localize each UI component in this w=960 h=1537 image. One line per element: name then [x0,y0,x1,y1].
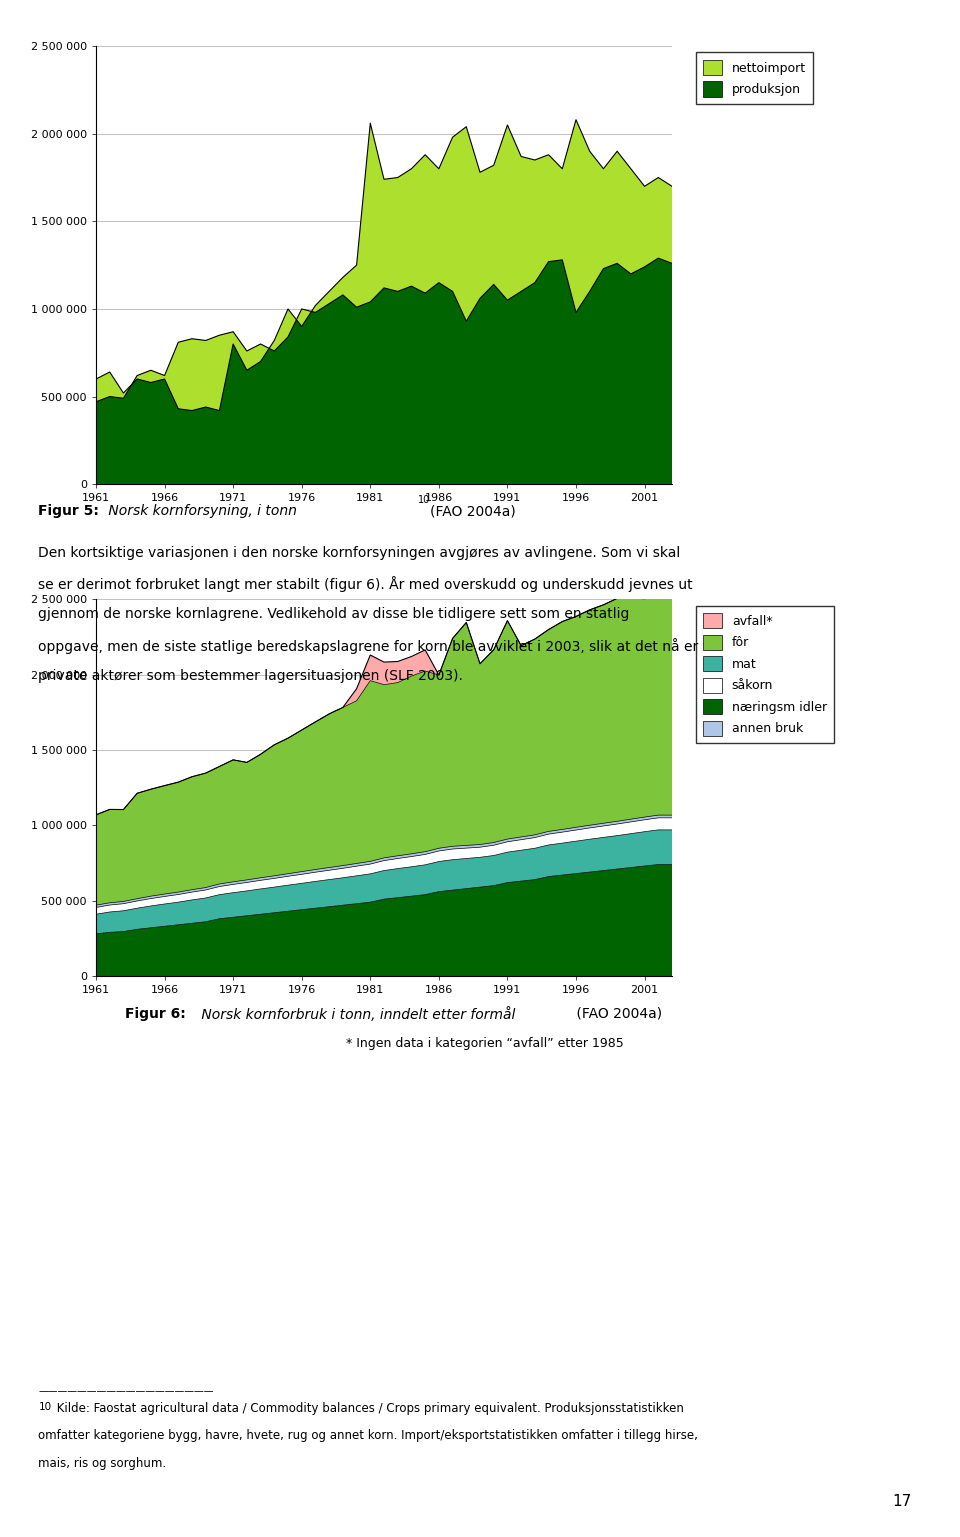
Text: Kilde: Faostat agricultural data / Commodity balances / Crops primary equivalent: Kilde: Faostat agricultural data / Commo… [53,1402,684,1414]
Text: (FAO 2004a): (FAO 2004a) [572,1007,662,1021]
Text: private aktører som bestemmer lagersituasjonen (SLF 2003).: private aktører som bestemmer lagersitua… [38,669,464,682]
Text: mais, ris og sorghum.: mais, ris og sorghum. [38,1457,166,1469]
Text: * Ingen data i kategorien “avfall” etter 1985: * Ingen data i kategorien “avfall” etter… [346,1037,623,1050]
Text: (FAO 2004a): (FAO 2004a) [430,504,516,518]
Text: Figur 5:: Figur 5: [38,504,99,518]
Text: ——————————————————: —————————————————— [38,1386,214,1397]
Text: Norsk kornforbruk i tonn, inndelt etter formål: Norsk kornforbruk i tonn, inndelt etter … [197,1007,516,1022]
Text: 17: 17 [893,1494,912,1509]
Text: oppgave, men de siste statlige beredskapslagrene for korn ble avviklet i 2003, s: oppgave, men de siste statlige beredskap… [38,638,699,653]
Text: 10: 10 [418,495,430,506]
Text: Den kortsiktige variasjonen i den norske kornforsyningen avgjøres av avlingene. : Den kortsiktige variasjonen i den norske… [38,546,681,559]
Text: gjennom de norske kornlagrene. Vedlikehold av disse ble tidligere sett som en st: gjennom de norske kornlagrene. Vedlikeho… [38,607,630,621]
Text: omfatter kategoriene bygg, havre, hvete, rug og annet korn. Import/eksportstatis: omfatter kategoriene bygg, havre, hvete,… [38,1429,698,1442]
Text: 10: 10 [38,1402,52,1413]
Text: se er derimot forbruket langt mer stabilt (figur 6). År med overskudd og undersk: se er derimot forbruket langt mer stabil… [38,576,693,592]
Text: Figur 6:: Figur 6: [125,1007,185,1021]
Legend: avfall*, fôr, mat, såkorn, næringsm idler, annen bruk: avfall*, fôr, mat, såkorn, næringsm idle… [696,606,834,744]
Legend: nettoimport, produksjon: nettoimport, produksjon [696,52,813,105]
Text: Norsk kornforsyning, i tonn: Norsk kornforsyning, i tonn [104,504,297,518]
